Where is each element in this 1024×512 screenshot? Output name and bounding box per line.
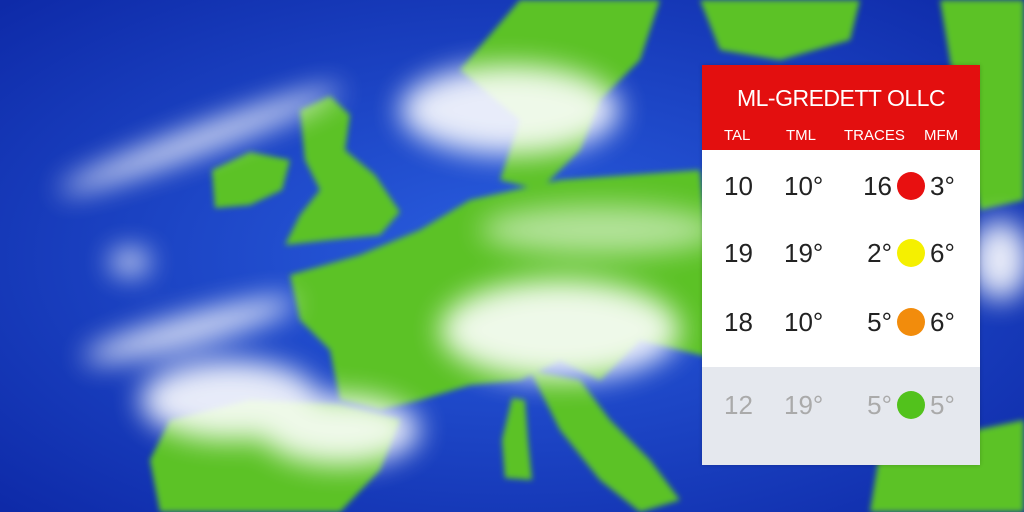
mfm-value: 6° (930, 238, 955, 268)
tal-value: 12 (724, 390, 753, 420)
status-dot (897, 172, 925, 200)
scandinavia-east (700, 0, 860, 60)
column-header-tal: TAL (724, 127, 751, 144)
faded-row-background (702, 367, 980, 465)
mfm-value: 6° (930, 307, 955, 337)
column-headers: TAL TML TRACES MFM (702, 127, 980, 147)
table-row: 18 10° 5° 6° (702, 307, 980, 367)
column-header-mfm: MFM (924, 127, 959, 144)
tml-value: 10° (784, 171, 824, 201)
status-dot (897, 239, 925, 267)
traces-value: 5° (867, 307, 892, 337)
italy (530, 370, 680, 512)
corsica-sardinia (502, 398, 532, 480)
traces-value: 5° (867, 390, 892, 420)
panel-title: ML-GREDETT OLLC (736, 85, 946, 111)
ireland (212, 152, 290, 208)
balkans (870, 420, 1024, 512)
tal-value: 18 (724, 307, 753, 337)
traces-value: 16 (863, 171, 892, 201)
weather-data-panel: ML-GREDETT OLLC TAL TML TRACES MFM 10 10… (702, 65, 980, 465)
tml-value: 19° (784, 238, 824, 268)
status-dot (897, 391, 925, 419)
table-row: 10 10° 16 3° (702, 171, 980, 231)
column-header-tml: TML (786, 127, 816, 144)
table-row: 19 19° 2° 6° (702, 238, 980, 298)
great-britain (285, 96, 400, 245)
tal-value: 19 (724, 238, 753, 268)
tml-value: 19° (784, 390, 824, 420)
clouds (58, 65, 1024, 465)
east-land (940, 0, 1024, 210)
tml-value: 10° (784, 307, 824, 337)
tal-value: 10 (724, 171, 753, 201)
mfm-value: 3° (930, 171, 955, 201)
traces-value: 2° (867, 238, 892, 268)
panel-header: ML-GREDETT OLLC TAL TML TRACES MFM (702, 65, 980, 150)
mfm-value: 5° (930, 390, 955, 420)
column-header-traces: TRACES (844, 127, 905, 144)
table-row: 12 19° 5° 5° (702, 390, 980, 450)
status-dot (897, 308, 925, 336)
